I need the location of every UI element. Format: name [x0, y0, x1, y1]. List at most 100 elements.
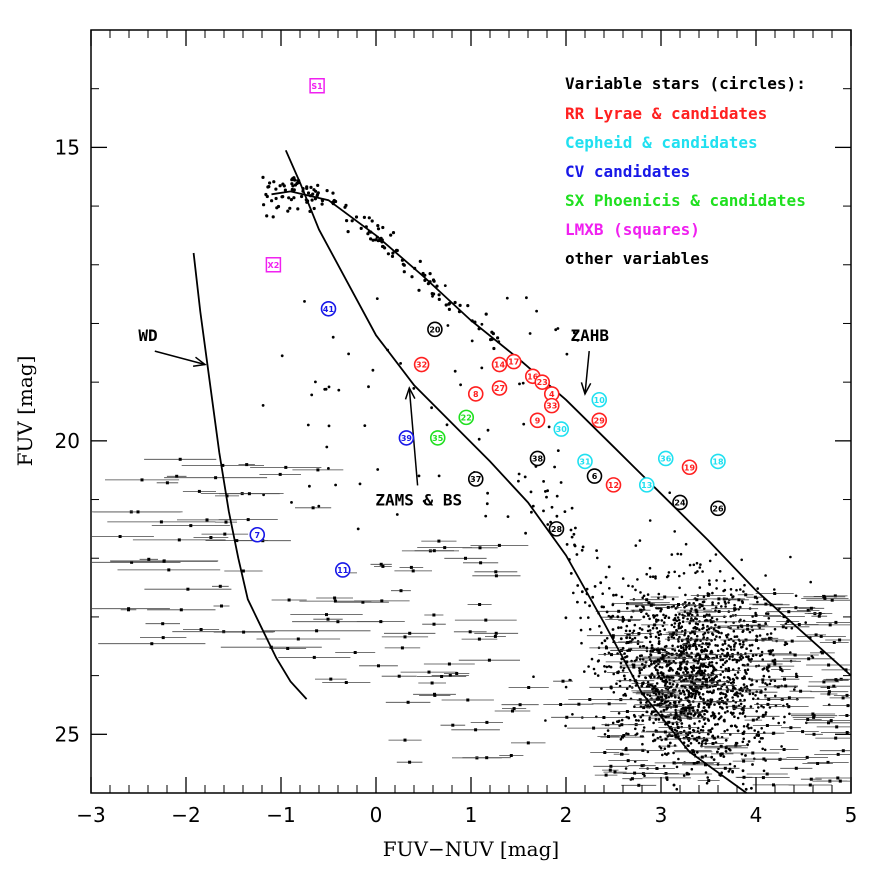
- field-star: [685, 662, 688, 666]
- field-star: [411, 569, 415, 573]
- field-star: [674, 713, 678, 717]
- field-star: [723, 639, 727, 643]
- variable-id-label: 12: [608, 481, 619, 490]
- field-star: [760, 727, 763, 730]
- field-star: [808, 783, 812, 787]
- field-star: [676, 723, 679, 726]
- field-star: [695, 666, 699, 669]
- field-star: [712, 736, 716, 740]
- field-star: [674, 613, 678, 617]
- field-star: [716, 735, 720, 738]
- field-star: [667, 636, 670, 639]
- field-star: [654, 635, 658, 639]
- field-star: [296, 207, 300, 211]
- field-star: [766, 702, 770, 706]
- legend-title: Variable stars (circles):: [565, 74, 806, 93]
- field-star: [677, 672, 680, 675]
- field-star: [846, 704, 850, 708]
- field-star: [749, 705, 753, 708]
- field-star: [743, 583, 746, 587]
- variable-id-label: 41: [323, 305, 335, 314]
- field-star: [730, 724, 734, 728]
- field-star: [710, 664, 713, 668]
- field-star: [524, 531, 527, 535]
- variable-id-label: 24: [674, 498, 686, 507]
- field-star: [685, 735, 688, 738]
- field-star: [677, 603, 680, 606]
- field-star: [694, 689, 697, 693]
- field-star: [661, 673, 665, 677]
- field-star: [723, 579, 726, 583]
- field-star: [605, 637, 609, 640]
- field-star: [719, 752, 722, 756]
- field-star: [242, 630, 246, 634]
- field-star: [723, 711, 727, 714]
- field-star: [764, 622, 767, 625]
- field-star: [320, 202, 324, 206]
- field-star: [793, 653, 797, 657]
- field-star: [722, 676, 726, 679]
- field-star: [786, 619, 790, 623]
- field-star: [492, 346, 496, 351]
- field-star: [663, 595, 667, 599]
- field-star: [657, 651, 661, 655]
- legend-entry: other variables: [565, 249, 710, 268]
- field-star: [720, 605, 723, 608]
- field-star: [693, 632, 697, 636]
- field-star: [701, 740, 704, 743]
- field-star: [832, 684, 836, 688]
- field-star: [648, 629, 652, 632]
- field-star: [719, 687, 722, 690]
- field-star: [739, 624, 743, 628]
- field-star: [740, 646, 743, 649]
- field-star: [731, 668, 735, 671]
- field-star: [375, 297, 379, 300]
- field-star: [834, 620, 838, 624]
- field-star: [664, 659, 668, 663]
- field-star: [754, 694, 757, 697]
- field-star: [713, 703, 716, 706]
- field-star: [625, 636, 628, 640]
- field-star: [400, 646, 404, 650]
- annotation-label: ZAHB: [570, 326, 609, 345]
- field-star: [762, 757, 766, 761]
- field-star: [333, 599, 337, 603]
- field-star: [695, 739, 699, 742]
- field-star: [654, 577, 657, 580]
- field-star: [706, 645, 710, 649]
- variable-id-label: 36: [660, 454, 672, 463]
- field-star: [432, 279, 436, 283]
- field-star: [379, 620, 383, 624]
- variable-marker: [591, 412, 608, 429]
- field-star: [734, 641, 737, 645]
- variable-id-label: 32: [416, 361, 427, 370]
- field-star: [787, 705, 791, 709]
- field-star: [696, 708, 699, 712]
- variable-id-label: 10: [594, 396, 606, 405]
- field-star: [399, 589, 403, 593]
- field-star: [592, 726, 596, 730]
- curve-zams: [284, 149, 748, 794]
- field-star: [708, 579, 711, 582]
- field-star: [732, 629, 736, 633]
- field-star: [608, 587, 611, 590]
- field-star: [660, 714, 664, 718]
- field-star: [505, 296, 509, 300]
- field-star: [762, 769, 766, 773]
- variable-marker: [710, 500, 726, 517]
- field-star: [755, 638, 758, 642]
- field-star: [755, 653, 758, 657]
- field-star: [768, 652, 772, 656]
- field-star: [648, 519, 652, 522]
- variable-id-label: 39: [401, 434, 413, 443]
- field-star: [733, 673, 737, 677]
- variable-marker: [591, 391, 608, 408]
- field-star: [596, 660, 600, 663]
- field-star: [579, 628, 583, 632]
- field-star: [150, 642, 154, 646]
- field-star: [747, 657, 751, 661]
- field-star: [667, 571, 671, 574]
- field-star: [648, 566, 652, 570]
- field-star: [675, 765, 679, 769]
- field-star: [694, 645, 698, 648]
